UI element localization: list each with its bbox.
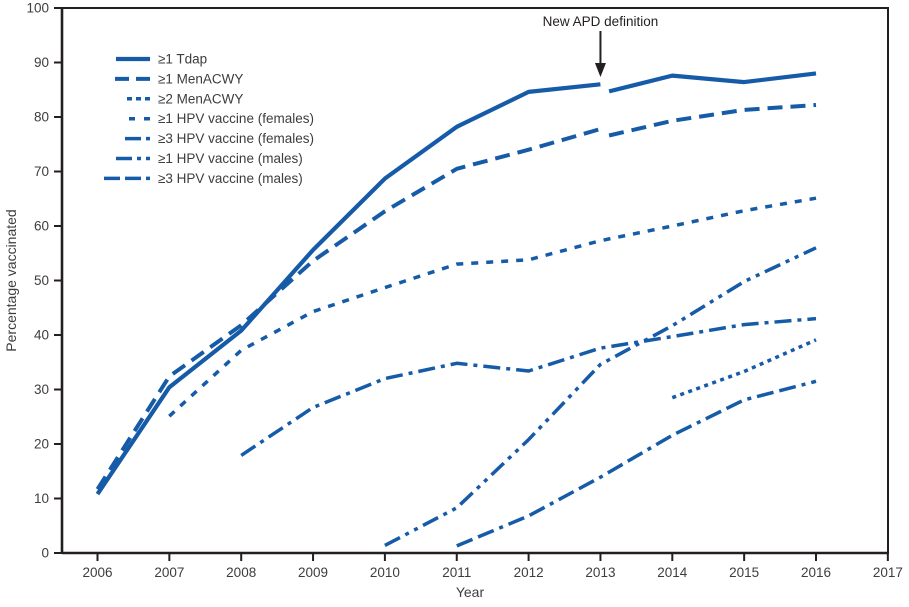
legend-label-4: ≥3 HPV vaccine (females) — [158, 131, 314, 146]
y-tick-label: 40 — [34, 328, 49, 343]
series-line-0 — [95, 82, 601, 496]
legend-label-5: ≥1 HPV vaccine (males) — [158, 151, 303, 166]
x-tick-label: 2012 — [514, 565, 544, 580]
annotation-new-apd-definition: New APD definition — [543, 14, 659, 29]
legend-label-0: ≥1 Tdap — [158, 52, 207, 67]
y-tick-label: 80 — [34, 110, 49, 125]
annotation-arrow-head — [594, 63, 606, 77]
legend-label-2: ≥2 MenACWY — [158, 91, 243, 106]
x-tick-label: 2014 — [657, 565, 688, 580]
x-tick-label: 2015 — [729, 565, 759, 580]
x-axis-title: Year — [456, 584, 485, 600]
x-tick-label: 2011 — [442, 565, 471, 580]
y-tick-label: 70 — [34, 164, 49, 179]
series-line-6 — [456, 379, 817, 548]
series-line-1 — [608, 103, 817, 138]
y-tick-label: 100 — [26, 1, 49, 16]
legend-label-3: ≥1 HPV vaccine (females) — [158, 111, 314, 126]
y-tick-label: 30 — [34, 382, 49, 397]
legend-label-1: ≥1 MenACWY — [158, 71, 243, 86]
x-tick-label: 2009 — [298, 565, 328, 580]
series-line-1 — [95, 127, 601, 491]
x-tick-label: 2016 — [801, 565, 831, 580]
series-line-4 — [240, 316, 817, 457]
y-tick-label: 20 — [34, 437, 49, 452]
series-line-0 — [608, 71, 817, 94]
x-tick-label: 2007 — [154, 565, 184, 580]
x-tick-label: 2008 — [226, 565, 256, 580]
x-tick-label: 2010 — [370, 565, 400, 580]
series-line-2 — [671, 338, 817, 400]
x-tick-label: 2013 — [585, 565, 615, 580]
legend-label-6: ≥3 HPV vaccine (males) — [158, 171, 303, 186]
x-tick-label: 2017 — [873, 565, 903, 580]
y-tick-label: 50 — [34, 273, 49, 288]
y-tick-label: 60 — [34, 219, 49, 234]
x-tick-label: 2006 — [82, 565, 112, 580]
plot-border — [61, 7, 889, 554]
y-tick-label: 10 — [34, 491, 49, 506]
series-line-3 — [168, 196, 817, 418]
series-line-5 — [384, 246, 817, 547]
y-tick-label: 0 — [41, 546, 49, 561]
y-axis-title: Percentage vaccinated — [3, 209, 19, 351]
y-tick-label: 90 — [34, 55, 49, 70]
